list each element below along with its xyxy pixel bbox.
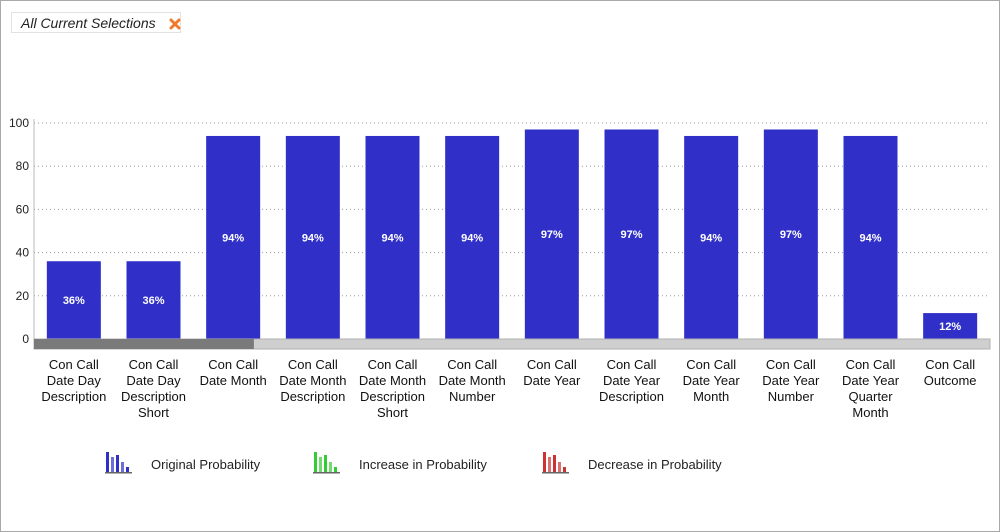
x-tick-label: Con Call Date Year (523, 357, 581, 388)
bar (923, 313, 978, 339)
y-tick-label: 60 (16, 202, 30, 216)
bar (604, 129, 659, 339)
data-label: 12% (939, 321, 961, 333)
bar-chart-icon (105, 452, 132, 474)
data-label: 97% (780, 229, 802, 241)
bar-chart-icon (313, 452, 340, 474)
bar (126, 261, 181, 339)
data-label: 94% (859, 232, 881, 244)
x-tick-label: Con Call Date Month Description Short (359, 357, 426, 420)
bar (684, 135, 739, 339)
bar (445, 135, 500, 339)
data-label: 36% (142, 295, 164, 307)
data-label: 94% (700, 232, 722, 244)
data-label: 94% (222, 232, 244, 244)
x-tick-label: Con Call Date Month Number (439, 357, 506, 404)
data-label: 97% (620, 229, 642, 241)
data-label: 36% (63, 295, 85, 307)
legend-label: Decrease in Probability (588, 457, 722, 472)
data-label: 94% (381, 232, 403, 244)
x-tick-label: Con Call Date Year Description (599, 357, 664, 404)
y-tick-label: 0 (22, 332, 29, 346)
x-tick-label: Con Call Date Day Description Short (121, 357, 186, 420)
data-label: 94% (302, 232, 324, 244)
bar (524, 129, 579, 339)
legend-item-decrease-in-probability[interactable]: Decrease in Probability (542, 450, 732, 476)
legend-label: Increase in Probability (359, 457, 487, 472)
legend-item-increase-in-probability[interactable]: Increase in Probability (313, 450, 498, 476)
x-tick-label: Con Call Date Day Description (41, 357, 106, 404)
bar (46, 261, 101, 339)
bar-chart: 0 20 40 60 80 100 36% Con Call Date Day Descripti… (9, 116, 991, 420)
current-selections-tab[interactable]: All Current Selections (11, 12, 181, 33)
x-tick-label: Con Call Date Month Description (279, 357, 346, 404)
data-label: 94% (461, 232, 483, 244)
scrollbar-thumb[interactable] (34, 339, 254, 349)
y-tick-label: 40 (16, 246, 30, 260)
bar (206, 135, 261, 339)
bar (763, 129, 818, 339)
bar (285, 135, 340, 339)
x-tick-label: Con Call Date Year Number (762, 357, 820, 404)
x-tick-label: Con Call Date Year Month (683, 357, 741, 404)
x-tick-label: Con Call Date Month (200, 357, 267, 388)
legend-item-original-probability[interactable]: Original Probability (105, 450, 275, 476)
y-tick-label: 20 (16, 289, 30, 303)
x-tick-label: Con Call Date Year Quarter Month (842, 357, 900, 420)
legend-label: Original Probability (151, 457, 261, 472)
bar-chart-icon (542, 452, 569, 474)
x-tick-label: Con Call Outcome (924, 357, 977, 388)
y-tick-label: 80 (16, 159, 30, 173)
current-selections-label: All Current Selections (21, 15, 156, 31)
close-icon[interactable] (167, 15, 183, 31)
bar (843, 135, 898, 339)
data-label: 97% (541, 229, 563, 241)
bar (365, 135, 420, 339)
y-tick-label: 100 (9, 116, 29, 130)
